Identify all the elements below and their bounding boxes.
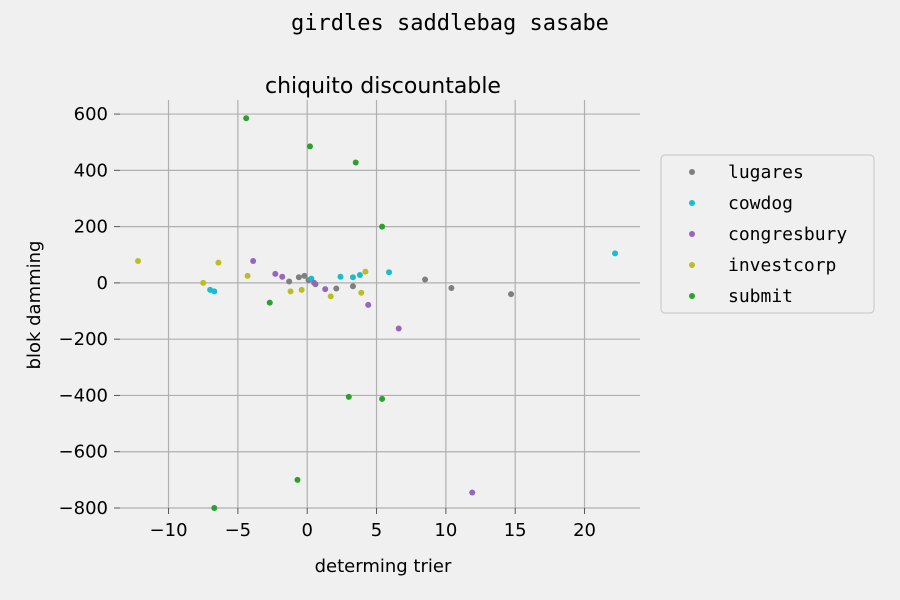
x-tick-label: 15 (504, 520, 527, 541)
y-tick-label: 0 (97, 273, 108, 294)
data-point-lugares (295, 274, 302, 281)
data-point-congresbury (322, 286, 329, 293)
data-point-lugares (333, 285, 340, 292)
data-point-submit (266, 299, 273, 306)
data-point-investcorp (215, 259, 222, 266)
x-axis-label: determing trier (315, 556, 452, 577)
data-points (135, 115, 619, 511)
legend: lugares cowdog congresbury investcorp submit (660, 154, 875, 314)
data-point-congresbury (279, 273, 286, 280)
data-point-cowdog (349, 274, 356, 281)
legend-marker-lugares (689, 169, 695, 175)
data-point-cowdog (308, 275, 315, 282)
legend-label-submit: submit (728, 286, 793, 307)
data-point-congresbury (250, 257, 257, 264)
axis-ticks: −10 −5 0 5 10 15 20 −800 −600 −400 −200 0 200 400 600 (59, 104, 596, 541)
data-point-investcorp (287, 288, 294, 295)
data-point-submit (243, 115, 250, 122)
legend-label-lugares: lugares (728, 162, 804, 183)
y-tick-label: −200 (59, 329, 108, 350)
data-point-congresbury (311, 279, 318, 286)
data-point-congresbury (469, 489, 476, 496)
x-tick-label: −10 (150, 520, 188, 541)
data-point-submit (352, 159, 359, 166)
data-point-investcorp (327, 293, 334, 300)
legend-label-investcorp: investcorp (728, 255, 836, 276)
y-tick-label: −400 (59, 385, 108, 406)
y-axis-label: blok damming (24, 241, 45, 370)
legend-marker-submit (689, 293, 695, 299)
x-tick-label: 20 (573, 520, 596, 541)
legend-marker-congresbury (689, 231, 695, 237)
x-tick-label: 0 (301, 520, 312, 541)
y-tick-label: 200 (74, 217, 108, 238)
data-point-submit (294, 476, 301, 483)
x-tick-label: −5 (225, 520, 252, 541)
data-point-investcorp (244, 272, 251, 279)
x-tick-label: 10 (434, 520, 457, 541)
legend-box (660, 154, 875, 314)
x-tick-label: 5 (371, 520, 382, 541)
data-point-submit (306, 143, 313, 150)
data-point-congresbury (395, 325, 402, 332)
y-tick-label: −800 (59, 498, 108, 519)
grid-lines (120, 100, 640, 509)
data-point-lugares (301, 272, 308, 279)
data-point-cowdog (612, 250, 619, 257)
legend-marker-investcorp (689, 262, 695, 268)
figure-title: girdles saddlebag sasabe (291, 11, 609, 36)
data-point-congresbury (272, 270, 279, 277)
y-tick-label: −600 (59, 442, 108, 463)
data-point-cowdog (337, 273, 344, 280)
data-point-lugares (422, 276, 429, 283)
data-point-submit (345, 393, 352, 400)
data-point-lugares (286, 278, 293, 285)
data-point-investcorp (358, 289, 365, 296)
data-point-investcorp (135, 257, 142, 264)
legend-marker-cowdog (689, 200, 695, 206)
data-point-congresbury (365, 301, 372, 308)
legend-label-congresbury: congresbury (728, 224, 847, 245)
data-point-investcorp (362, 268, 369, 275)
data-point-lugares (508, 291, 515, 298)
data-point-submit (379, 395, 386, 402)
data-point-submit (379, 223, 386, 230)
data-point-investcorp (200, 279, 207, 286)
data-point-cowdog (356, 272, 363, 279)
y-tick-label: 400 (74, 160, 108, 181)
data-point-submit (211, 505, 218, 511)
data-point-investcorp (298, 286, 305, 293)
data-point-cowdog (211, 288, 218, 295)
data-point-lugares (448, 284, 455, 291)
legend-label-cowdog: cowdog (728, 193, 793, 214)
data-point-cowdog (386, 269, 393, 276)
data-point-lugares (349, 283, 356, 290)
y-tick-label: 600 (74, 104, 108, 125)
chart-title: chiquito discountable (265, 74, 501, 99)
